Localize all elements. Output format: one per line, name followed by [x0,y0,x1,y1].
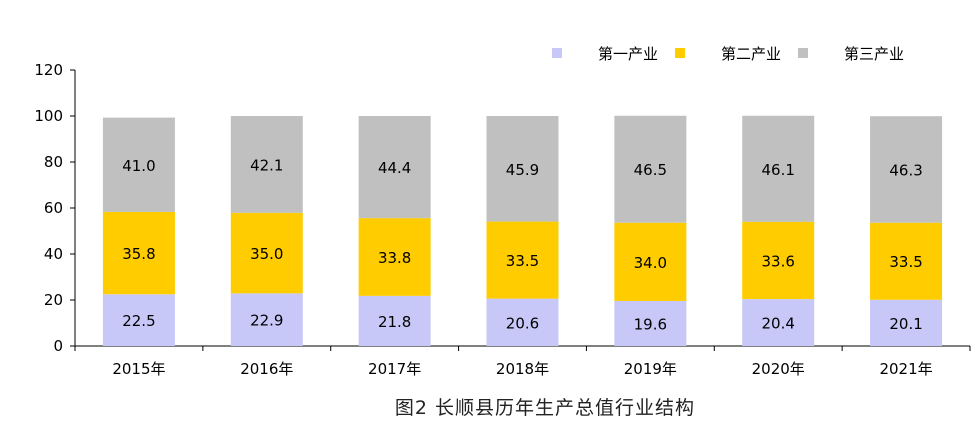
y-tick-label: 100 [34,107,63,125]
y-tick-label: 0 [53,337,63,355]
data-label: 20.1 [889,315,922,333]
bar-segment-1 [870,299,943,346]
x-tick-label: 2018年 [496,360,549,378]
data-label: 33.5 [506,252,539,270]
legend-label: 第一产业 [598,45,658,63]
data-label: 45.9 [506,161,539,179]
data-label: 20.4 [762,315,795,333]
y-tick-label: 20 [44,291,63,309]
x-tick-label: 2016年 [240,360,293,378]
bar-segment-2 [230,212,303,294]
data-label: 19.6 [634,315,667,333]
bar-segment-3 [230,116,303,213]
y-tick-label: 80 [44,153,63,171]
bar-segment-3 [870,116,943,223]
bar-segment-2 [102,211,175,295]
bar-segment-2 [486,221,559,299]
data-label: 20.6 [506,314,539,332]
bar-segment-3 [614,115,687,223]
bar-segment-1 [742,299,815,346]
data-label: 33.8 [378,249,411,267]
data-label: 34.0 [634,254,667,272]
x-axis: 2015年 2016年 2017年 2018年 2019年 2020年 2021年 [74,345,971,378]
legend-swatch [798,48,808,58]
data-label: 21.8 [378,313,411,331]
data-label: 22.5 [122,312,155,330]
legend-swatch [675,48,685,58]
data-label: 46.5 [634,161,667,179]
legend-label: 第二产业 [721,45,781,63]
x-tick-label: 2015年 [112,360,165,378]
legend: 第一产业 第二产业 第三产业 [552,45,904,63]
bar-segment-1 [486,298,559,346]
y-tick-label: 120 [34,61,63,79]
legend-label: 第三产业 [844,45,904,63]
x-tick-label: 2021年 [879,360,932,378]
bar-segment-3 [102,117,175,212]
bar-segment-3 [358,116,431,219]
data-label: 41.0 [122,157,155,175]
legend-swatch [552,48,562,58]
data-label: 46.3 [889,161,922,179]
x-tick-label: 2017年 [368,360,421,378]
bar-segment-2 [870,222,943,300]
x-tick-label: 2020年 [752,360,805,378]
x-tick-label: 2019年 [624,360,677,378]
data-label: 44.4 [378,159,411,177]
bar-segment-3 [486,116,559,222]
bar-segment-1 [614,300,687,346]
chart-title: 图2 长顺县历年生产总值行业结构 [395,397,695,419]
data-label: 22.9 [250,312,283,330]
bar-segment-2 [614,222,687,301]
y-tick-label: 40 [44,245,63,263]
bar-segment-3 [742,115,815,222]
bars: 22.5 35.8 41.0 22.9 35.0 42.1 21.8 33.8 44.4 20.6… [102,115,943,346]
bar-segment-1 [358,295,431,346]
data-label: 35.8 [122,245,155,263]
y-tick-label: 60 [44,199,63,217]
data-label: 42.1 [250,156,283,174]
bar-segment-1 [230,293,303,346]
data-label: 33.6 [762,252,795,270]
bar-segment-1 [102,294,175,346]
data-label: 33.5 [889,253,922,271]
bar-segment-2 [742,221,815,300]
bar-segment-2 [358,218,431,296]
data-label: 35.0 [250,245,283,263]
y-axis: 0 20 40 60 80 100 120 [34,61,76,355]
data-label: 46.1 [762,161,795,179]
